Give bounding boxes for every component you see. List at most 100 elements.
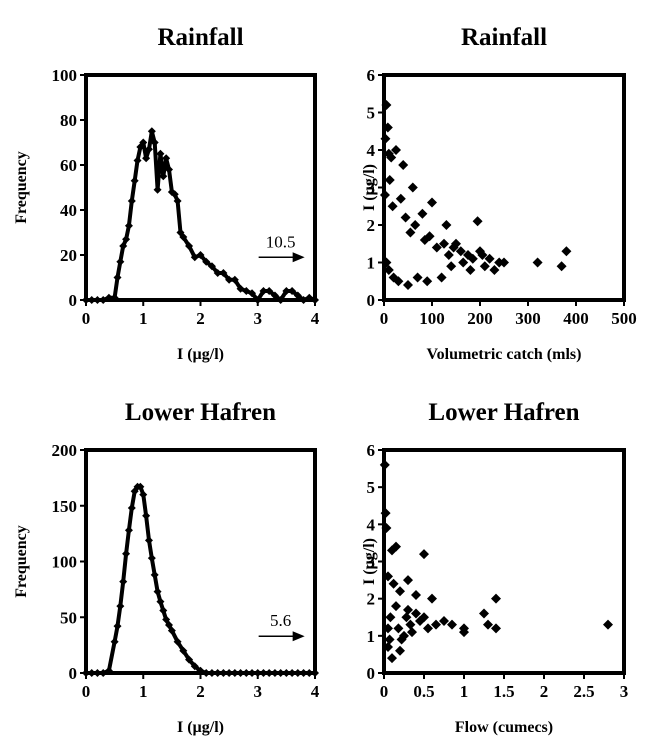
data-point bbox=[225, 275, 234, 284]
data-point bbox=[150, 138, 159, 147]
x-tick-label: 200 bbox=[467, 309, 493, 328]
y-tick-label: 60 bbox=[60, 156, 77, 175]
scatter-point bbox=[489, 265, 500, 275]
data-point bbox=[144, 145, 153, 154]
x-tick-label: 4 bbox=[311, 682, 320, 701]
x-tick-label: 0.5 bbox=[413, 682, 434, 701]
scatter-point bbox=[407, 627, 417, 638]
scatter-point bbox=[395, 193, 406, 204]
data-point bbox=[122, 549, 131, 558]
data-point bbox=[156, 149, 165, 158]
x-tick-label: 0 bbox=[380, 309, 389, 328]
x-tick-label: 2 bbox=[540, 682, 549, 701]
data-point bbox=[150, 570, 159, 579]
data-point bbox=[110, 293, 119, 302]
data-point bbox=[104, 293, 113, 302]
x-axis-label: Volumetric catch (mls) bbox=[427, 346, 582, 363]
y-tick-label: 2 bbox=[367, 590, 376, 609]
scatter-point bbox=[405, 227, 416, 238]
data-point bbox=[265, 669, 274, 677]
scatter-point bbox=[387, 653, 397, 664]
x-tick-label: 1 bbox=[139, 309, 148, 328]
data-point bbox=[179, 646, 188, 655]
data-point bbox=[119, 577, 128, 586]
plot-frame bbox=[84, 448, 317, 675]
data-point bbox=[162, 154, 171, 163]
overflow-annotation: 10.5 bbox=[266, 232, 296, 251]
data-point bbox=[276, 296, 285, 304]
scatter-point bbox=[379, 190, 390, 200]
x-tick-label: 300 bbox=[515, 309, 541, 328]
scatter-point bbox=[423, 623, 433, 634]
data-point bbox=[142, 511, 151, 520]
data-point bbox=[242, 669, 251, 677]
data-point bbox=[159, 172, 168, 181]
y-tick-label: 0 bbox=[367, 664, 376, 683]
y-tick-label: 5 bbox=[367, 478, 376, 497]
data-point bbox=[248, 669, 257, 677]
scatter-point bbox=[400, 212, 411, 223]
x-tick-label: 2 bbox=[196, 309, 205, 328]
scatter-point bbox=[427, 197, 437, 208]
data-point bbox=[93, 669, 102, 677]
scatter-point bbox=[417, 208, 428, 219]
scatter-point bbox=[398, 160, 409, 170]
data-point bbox=[196, 251, 205, 259]
data-point bbox=[173, 197, 182, 205]
scatter-point bbox=[396, 634, 407, 645]
data-point bbox=[173, 637, 182, 646]
scatter-point bbox=[448, 242, 459, 253]
x-tick-label: 2 bbox=[196, 682, 205, 701]
scatter-point bbox=[458, 257, 469, 268]
y-tick-label: 4 bbox=[367, 515, 376, 534]
scatter-point bbox=[383, 571, 393, 582]
data-point bbox=[270, 669, 279, 677]
data-point bbox=[293, 669, 302, 677]
data-point bbox=[116, 257, 125, 266]
x-tick-label: 2.5 bbox=[573, 682, 594, 701]
data-point bbox=[207, 262, 216, 271]
y-tick-label: 5 bbox=[367, 104, 376, 123]
data-point bbox=[190, 662, 199, 671]
x-tick-label: 100 bbox=[419, 309, 445, 328]
scatter-point bbox=[395, 586, 405, 597]
scatter-point bbox=[386, 152, 397, 163]
x-tick-label: 1 bbox=[139, 682, 148, 701]
data-point bbox=[159, 606, 168, 615]
data-point bbox=[139, 490, 148, 499]
lower-hafren-scatter-panel: Lower Hafren 0 0.5 1 1.5 2 2.5 3 0 1 2 3 4 5 6 Flow (cu… bbox=[361, 399, 628, 736]
scatter-point bbox=[403, 604, 413, 615]
scatter-point bbox=[419, 612, 429, 623]
scatter-point bbox=[410, 220, 421, 230]
scatter-point bbox=[532, 257, 543, 268]
data-point bbox=[213, 269, 222, 277]
chart-title: Lower Hafren bbox=[428, 399, 579, 426]
data-point bbox=[147, 127, 156, 136]
y-tick-label: 6 bbox=[367, 441, 376, 460]
data-point bbox=[282, 669, 291, 677]
data-point bbox=[87, 669, 96, 677]
data-point bbox=[207, 669, 216, 677]
x-tick-label: 4 bbox=[311, 309, 320, 328]
data-point bbox=[225, 669, 234, 677]
y-tick-label: 150 bbox=[52, 497, 78, 516]
data-point bbox=[124, 221, 133, 230]
scatter-point bbox=[491, 623, 501, 634]
data-point bbox=[311, 669, 319, 677]
scatter-point bbox=[383, 623, 393, 634]
y-tick-label: 3 bbox=[367, 179, 376, 198]
scatter-point bbox=[411, 589, 421, 600]
scatter-point bbox=[467, 253, 478, 264]
scatter-point bbox=[431, 619, 441, 630]
data-point bbox=[288, 287, 297, 295]
data-point bbox=[127, 503, 136, 512]
data-point bbox=[165, 165, 174, 174]
x-axis-label: I (µg/l) bbox=[177, 719, 224, 736]
scatter-point bbox=[384, 175, 395, 185]
data-point bbox=[82, 296, 90, 304]
scatter-point bbox=[455, 246, 466, 257]
scatter-point bbox=[381, 100, 392, 110]
chart-title: Rainfall bbox=[461, 24, 547, 51]
scatter-point bbox=[393, 623, 404, 634]
data-point bbox=[144, 536, 153, 545]
